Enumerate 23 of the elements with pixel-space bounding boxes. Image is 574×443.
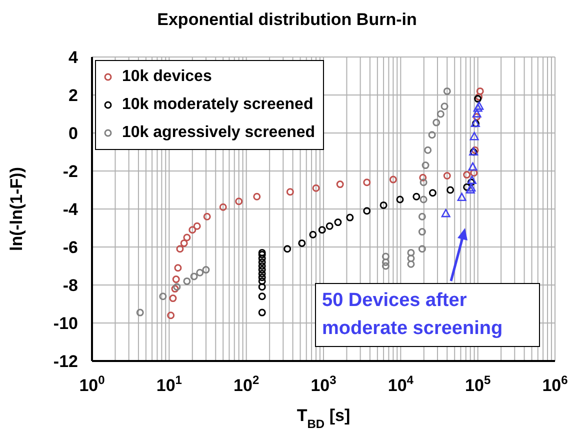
x-tick-label: 10$^{5}$ [465, 373, 491, 395]
x-tick-label: 10$^{4}$ [388, 373, 414, 395]
y-tick-label: -6 [62, 238, 78, 257]
annotation: 50 Devices after moderate screening [315, 283, 540, 347]
y-tick-label: -10 [53, 314, 78, 333]
x-tick-label: 10$^{0}$ [79, 373, 106, 395]
y-tick-label: -8 [62, 276, 78, 295]
x-axis-title: T$_{BD}$ [s] [296, 406, 350, 431]
y-tick-label: -12 [53, 352, 78, 371]
y-tick-label: 2 [68, 86, 78, 105]
legend-label: 10k agressively screened [122, 124, 316, 142]
y-axis-title: ln(-ln(1-F)) [7, 166, 26, 252]
legend-label: 10k devices [122, 68, 212, 86]
y-tick-label: -4 [62, 200, 79, 219]
x-tick-label: 10$^{1}$ [156, 373, 182, 395]
y-tick-label: 0 [68, 124, 78, 143]
y-tick-label: 4 [68, 48, 79, 67]
chart-title: Exponential distribution Burn-in [156, 10, 418, 30]
x-tick-label: 10$^{6}$ [542, 373, 568, 395]
x-tick-label: 10$^{2}$ [234, 373, 260, 395]
x-tick-label: 10$^{3}$ [310, 373, 337, 395]
legend-label: 10k moderately screened [122, 96, 314, 114]
y-tick-label: -2 [62, 162, 78, 181]
